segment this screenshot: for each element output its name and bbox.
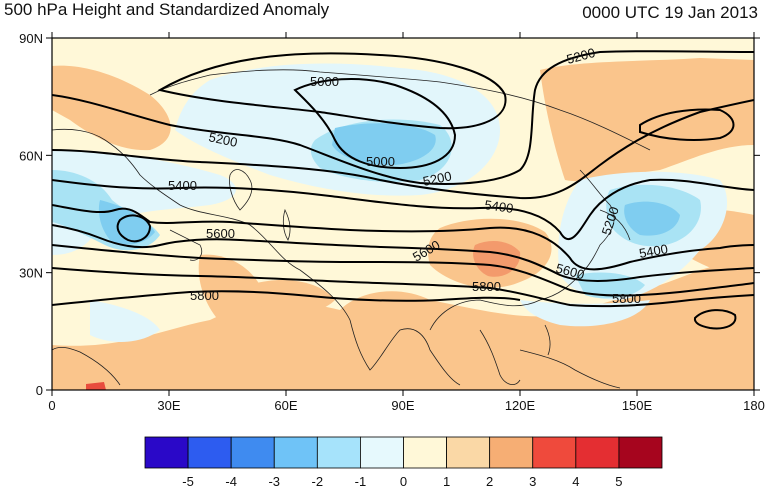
lat-tick-label: 30N [19,266,43,281]
anomaly-shading [52,50,754,390]
colorbar-swatch [273,436,318,469]
colorbar-label: -3 [268,474,280,489]
lon-tick-label: 150E [622,398,653,413]
contour-label: 5400 [168,178,197,193]
lon-tick-label: 60E [274,398,297,413]
colorbar-label: 4 [572,474,579,489]
colorbar-swatch [403,436,447,469]
colorbar-label: -1 [355,474,367,489]
contour-label: 5600 [554,260,586,282]
contour-label: 5200 [565,45,597,67]
colorbar-swatch [187,436,232,469]
anomaly-positive-region [540,58,754,182]
anomaly-negative-region [52,150,237,255]
lon-tick-label: 30E [157,398,180,413]
anomaly-positive-region [52,255,754,390]
colorbar-label: -4 [225,474,237,489]
axis-ticks [46,32,760,396]
colorbar-label: 0 [400,474,407,489]
anomaly-negative-region [90,300,160,342]
valid-time: 0000 UTC 19 Jan 2013 [582,3,758,22]
colorbar-swatch [144,436,189,469]
contour-label: 5800 [472,279,501,294]
colorbar-swatch [360,436,404,469]
contour-label: 5600 [206,226,235,241]
lat-tick-label: 60N [19,148,43,163]
colorbar-label: -2 [312,474,324,489]
colorbar-label: 1 [443,474,450,489]
map-title: 500 hPa Height and Standardized Anomaly [4,0,330,19]
lon-tick-label: 120E [505,398,536,413]
contour-label: 5400 [638,241,669,261]
lon-tick-label: 90E [391,398,414,413]
colorbar: -5 -4 -3 -2 -1 0 1 2 3 4 5 [144,436,663,489]
colorbar-label: 5 [615,474,622,489]
contour-label: 5200 [422,168,453,189]
anomaly-negative-region [624,201,680,236]
anomaly-positive-region [250,280,335,315]
lat-tick-label: 90N [19,31,43,46]
colorbar-label: -5 [182,474,194,489]
contour-label: 5800 [190,288,219,303]
colorbar-label: 2 [486,474,493,489]
contour-label: 5000 [366,154,395,169]
anomaly-positive-region [198,254,265,325]
colorbar-swatch [532,436,577,469]
colorbar-label: 3 [529,474,536,489]
colorbar-swatch [446,436,491,469]
coastlines [52,69,651,389]
contour-label: 5000 [310,74,339,89]
lon-tick-label: 0 [48,398,55,413]
colorbar-swatch [575,436,620,469]
colorbar-swatch [489,436,534,469]
axis-labels: 0 30E 60E 90E 120E 150E 180 0 30N 60N 90N [19,31,765,413]
height-contours [52,50,754,330]
colorbar-swatch [618,436,663,469]
contour-label: 5400 [484,197,515,216]
colorbar-swatch [230,436,275,469]
lon-tick-label: 180 [743,398,765,413]
contour-label: 5200 [207,129,238,150]
colorbar-swatch [316,436,361,469]
anomaly-positive-region [86,382,106,390]
contour-label: 5800 [612,291,641,306]
lat-tick-label: 0 [36,383,43,398]
anomaly-negative-region [332,123,436,166]
